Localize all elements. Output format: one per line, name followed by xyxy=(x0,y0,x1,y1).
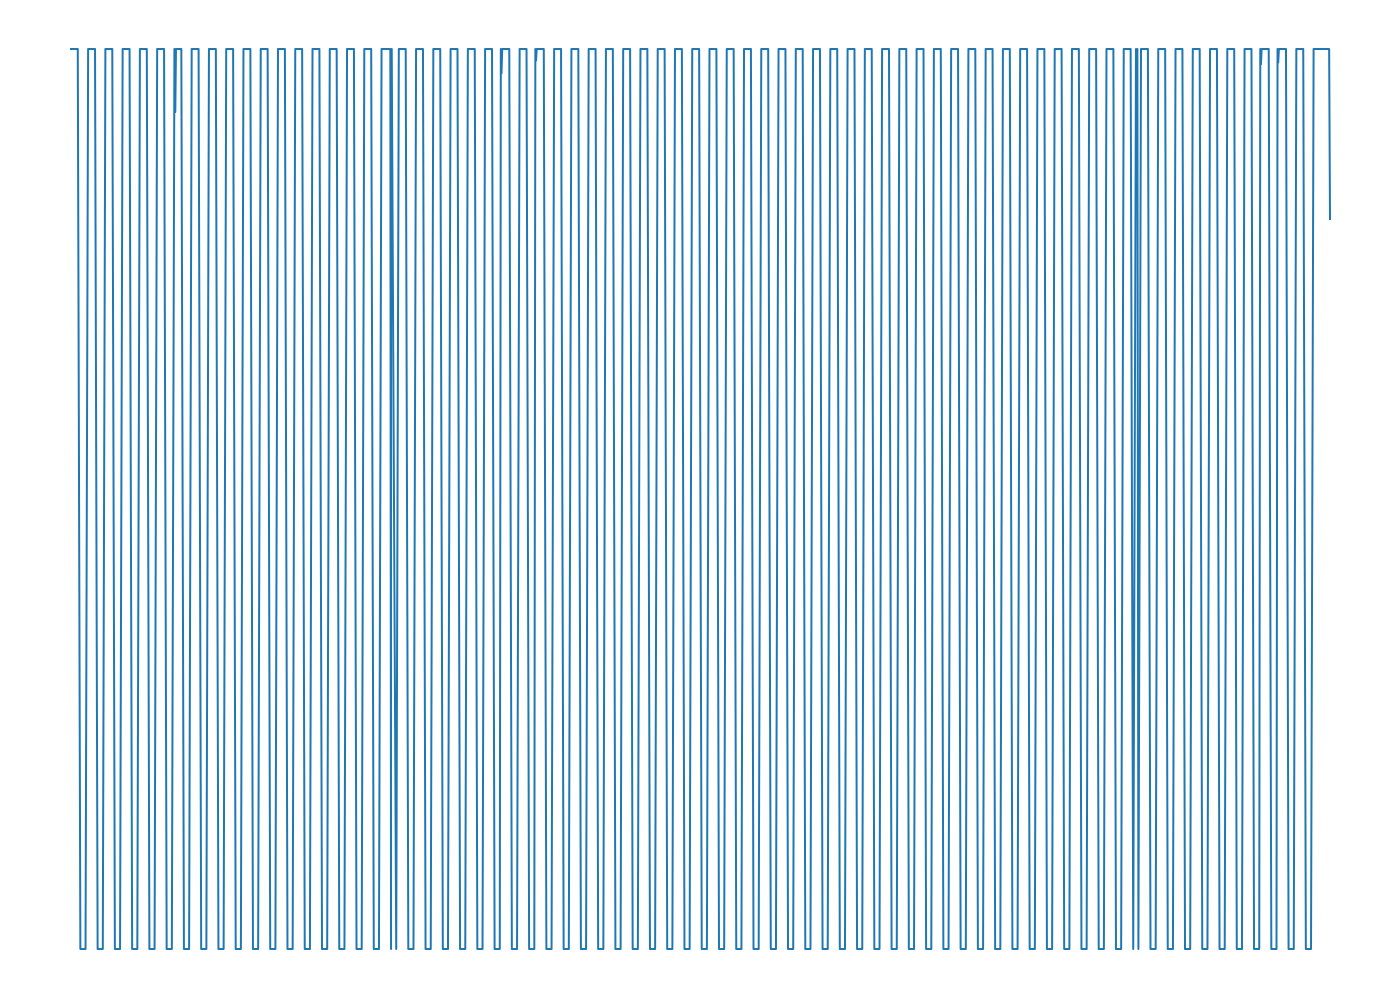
series-line xyxy=(70,48,1331,950)
series-group xyxy=(70,48,1331,950)
